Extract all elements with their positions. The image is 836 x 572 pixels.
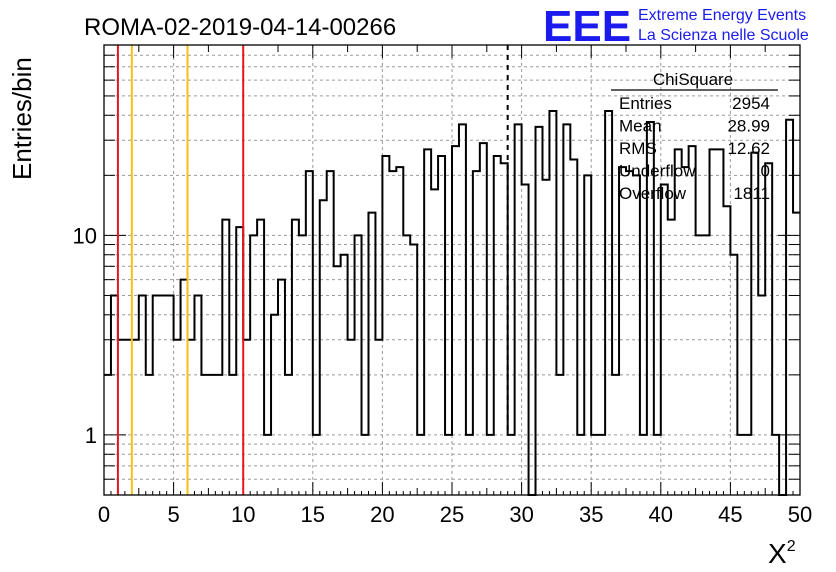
histogram-bin	[111, 295, 118, 495]
histogram-bin	[306, 171, 313, 495]
stats-row-label: Overflow	[619, 184, 687, 203]
histogram-bin	[327, 171, 334, 495]
histogram-bin	[139, 295, 146, 495]
stats-row-label: RMS	[619, 139, 657, 158]
histogram-bin	[278, 280, 285, 495]
stats-title: ChiSquare	[653, 70, 733, 89]
histogram-bin	[299, 235, 306, 495]
histogram-bin	[696, 235, 703, 495]
branding-line1: Extreme Energy Events	[638, 7, 806, 24]
histogram-bin	[563, 124, 570, 495]
histogram-bin	[633, 175, 640, 495]
histogram-bin	[257, 220, 264, 495]
branding-line2: La Scienza nelle Scuole	[638, 27, 809, 44]
histogram-bin	[167, 295, 174, 495]
histogram-bin	[619, 167, 626, 495]
histogram-bin	[584, 175, 591, 495]
histogram-bin	[271, 315, 278, 495]
histogram-bin	[459, 124, 466, 495]
histogram-bin	[549, 111, 556, 495]
y-tick-label: 1	[85, 423, 97, 448]
plot-frame	[103, 44, 801, 496]
chart-title: ROMA-02-2019-04-14-00266	[84, 14, 396, 41]
histogram-bin	[355, 235, 362, 495]
histogram-bin	[118, 340, 125, 495]
histogram-bin	[375, 340, 382, 495]
x-axis-label-sup: 2	[787, 538, 796, 555]
stats-row-value: 28.99	[727, 117, 770, 136]
histogram-bin	[424, 149, 431, 495]
histogram-bin	[153, 295, 160, 495]
histogram-bin	[542, 180, 549, 495]
axis-ticks	[103, 44, 801, 496]
stats-row-value: 12.62	[727, 139, 770, 158]
histogram-bin	[703, 235, 710, 495]
histogram-bin	[668, 220, 675, 495]
x-tick-label: 40	[649, 502, 673, 527]
x-tick-label: 5	[167, 502, 179, 527]
eee-logo-mark: EEE	[543, 2, 631, 51]
histogram-bin	[188, 340, 195, 495]
stats-row-value: 2954	[732, 94, 770, 113]
x-tick-label: 35	[579, 502, 603, 527]
x-tick-label: 10	[231, 502, 255, 527]
histogram-bin	[403, 235, 410, 495]
histogram-bin	[480, 143, 487, 495]
histogram-bin	[125, 340, 132, 495]
x-tick-label: 15	[301, 502, 325, 527]
histogram-bin	[292, 220, 299, 495]
histogram-bin	[515, 124, 522, 495]
x-axis-label-base: X	[768, 538, 787, 569]
stats-row-value: 1811	[733, 184, 770, 203]
x-tick-label: 30	[509, 502, 533, 527]
histogram-bin	[473, 171, 480, 495]
stats-row-value: 0	[761, 162, 770, 181]
stats-row-label: Underflow	[619, 162, 696, 181]
histogram-bin	[786, 120, 793, 495]
histogram-bin	[194, 295, 201, 495]
histogram-bin	[222, 220, 229, 495]
histogram-bin	[758, 295, 765, 495]
x-axis-label: X2	[768, 538, 796, 569]
histogram-bin	[710, 149, 717, 495]
x-tick-label: 50	[788, 502, 812, 527]
histogram-bin	[626, 171, 633, 495]
histogram-bin	[174, 340, 181, 495]
histogram-bin	[682, 167, 689, 495]
histogram-bin	[689, 146, 696, 495]
histogram-bin	[396, 167, 403, 495]
histogram-bin	[501, 163, 508, 495]
stats-box: ChiSquare Entries 2954 Mean 28.99 RMS 12.62 Un…	[611, 70, 778, 203]
histogram-bin	[410, 245, 417, 495]
histogram-bin	[348, 340, 355, 495]
x-tick-label: 25	[440, 502, 464, 527]
histogram-bin	[181, 280, 188, 495]
histogram-bin	[132, 340, 139, 495]
stats-row-label: Mean	[619, 117, 662, 136]
histogram-bin	[334, 266, 341, 495]
eee-logo: EEE	[543, 2, 631, 51]
stats-row-label: Entries	[619, 94, 672, 113]
histogram-bin	[716, 149, 723, 495]
threshold-lines	[116, 45, 509, 495]
histogram-outline	[104, 110, 800, 496]
x-tick-label: 45	[718, 502, 742, 527]
histogram-bin	[765, 163, 772, 495]
histogram-bin	[389, 171, 396, 495]
tick-labels: 0 5 10 15 20 25 30 35 40 45 50 1 10	[73, 223, 813, 527]
x-tick-label: 20	[370, 502, 394, 527]
histogram-bin	[536, 127, 543, 495]
histogram-bin	[723, 206, 730, 495]
y-tick-label: 10	[73, 223, 97, 248]
y-axis-label: Entries/bin	[7, 57, 37, 180]
histogram-bin	[605, 111, 612, 495]
histogram-bin	[570, 160, 577, 495]
histogram-bin	[236, 227, 243, 495]
histogram-bin	[452, 146, 459, 495]
histogram-bin	[160, 295, 167, 495]
x-tick-label: 0	[98, 502, 110, 527]
histogram-bin	[250, 235, 257, 495]
histogram-bin	[243, 340, 250, 495]
